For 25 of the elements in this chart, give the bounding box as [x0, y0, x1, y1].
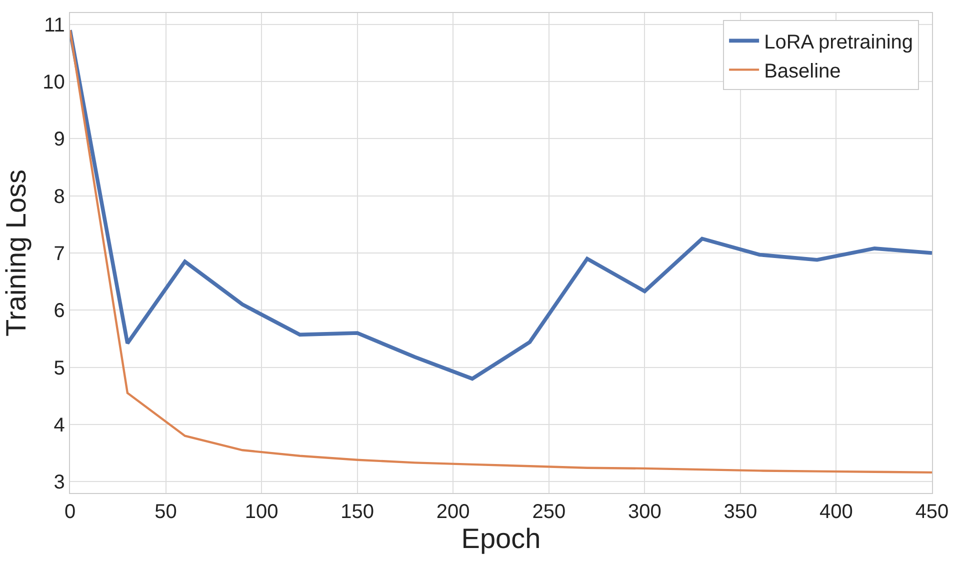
x-tick-label: 300	[628, 501, 662, 524]
x-tick-label: 200	[436, 501, 470, 524]
y-tick-label: 7	[54, 243, 65, 265]
y-tick-label: 10	[42, 72, 65, 94]
x-tick-label: 0	[64, 501, 76, 524]
x-tick-label: 400	[820, 501, 853, 524]
x-tick-label: 150	[340, 501, 374, 524]
x-axis-title: Epoch	[461, 523, 541, 554]
x-tick-label: 100	[244, 501, 278, 524]
y-tick-label: 8	[54, 186, 65, 208]
legend-label: LoRA pretraining	[764, 32, 914, 54]
x-tick-label: 350	[724, 501, 758, 524]
y-tick-label: 5	[54, 357, 65, 380]
y-axis-title: Training Loss	[0, 169, 32, 337]
y-tick-label: 11	[44, 14, 65, 36]
y-tick-label: 9	[54, 128, 65, 151]
x-tick-label: 50	[154, 501, 177, 524]
x-tick-label: 250	[532, 501, 566, 524]
y-tick-label: 3	[54, 472, 65, 494]
y-tick-label: 4	[54, 414, 65, 436]
x-tick-label: 450	[915, 501, 949, 524]
line-series	[70, 28, 932, 381]
line-series	[70, 29, 932, 474]
legend-label: Baseline	[764, 60, 841, 82]
y-tick-label: 6	[54, 300, 65, 322]
